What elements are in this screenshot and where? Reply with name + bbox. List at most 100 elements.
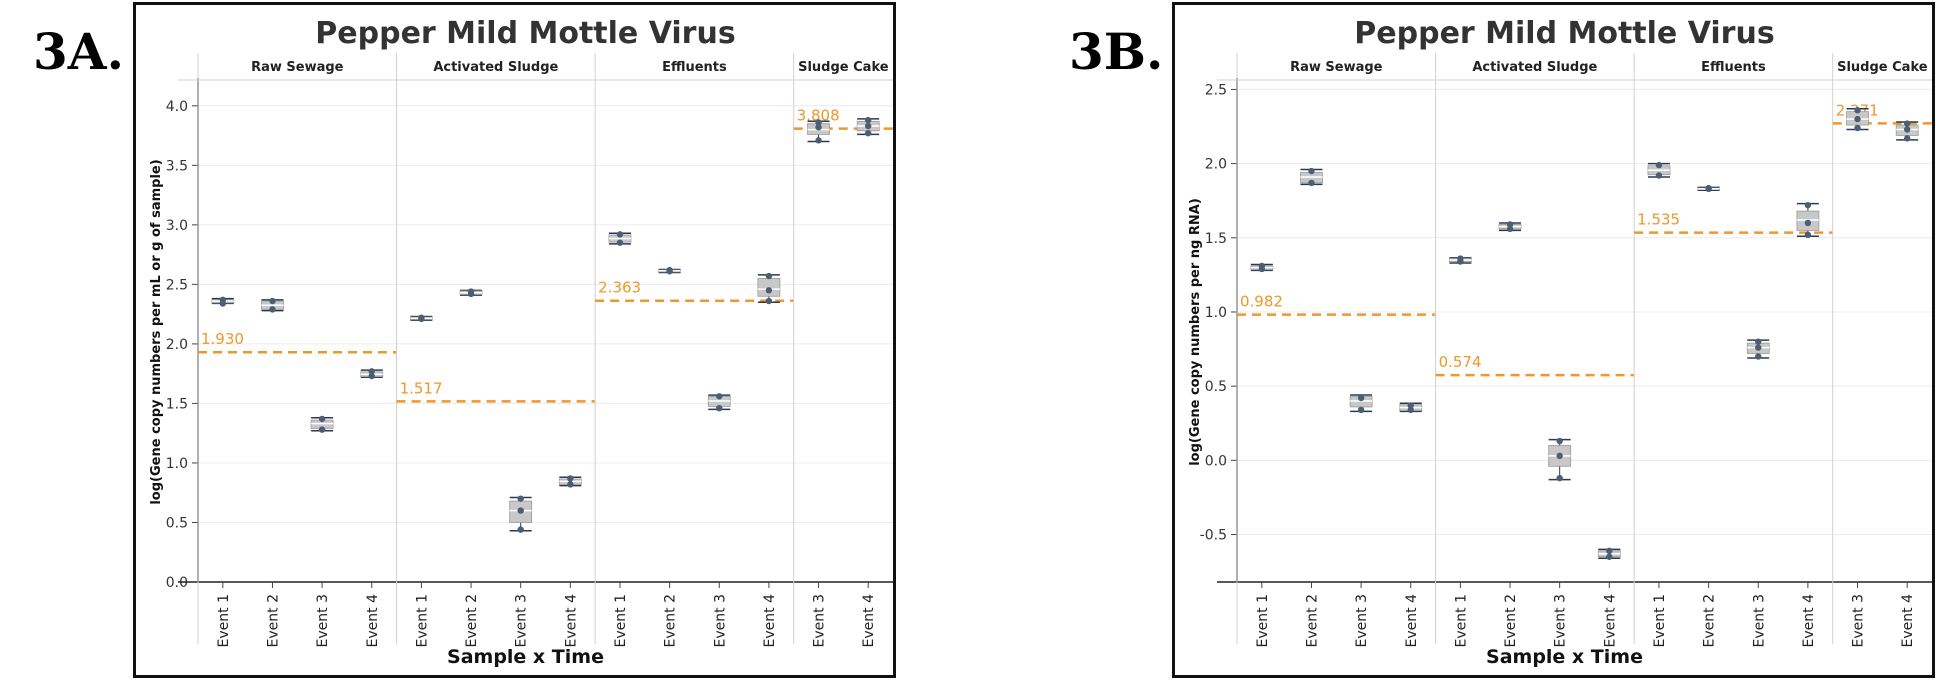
data-point — [567, 481, 574, 488]
y-tick-label: 2.5 — [1205, 82, 1227, 98]
x-tick-label: Event 1 — [1652, 594, 1668, 647]
data-point — [1506, 221, 1514, 228]
data-point — [1854, 124, 1861, 132]
y-tick-label: -0.5 — [1200, 528, 1227, 544]
data-point — [269, 297, 276, 305]
y-tick-label: 0.5 — [166, 515, 188, 531]
chart-3a: Pepper Mild Mottle Virus 0.0 0.5 1.0 1.5 2.0 2… — [149, 16, 893, 668]
y-tick-label: 3.5 — [166, 158, 188, 174]
data-point — [1755, 353, 1762, 360]
y-tick-label: 1.5 — [166, 396, 188, 412]
chart-frame-3a: Pepper Mild Mottle Virus 0.0 0.5 1.0 1.5 2.0 2… — [133, 2, 896, 678]
data-point — [1506, 225, 1514, 233]
data-point — [1903, 120, 1911, 127]
data-point — [765, 297, 773, 305]
data-point — [1804, 219, 1812, 227]
x-tick-label: Event 3 — [1354, 594, 1370, 647]
reference-label: 1.930 — [201, 330, 244, 348]
data-point — [1804, 231, 1812, 239]
reference-label: 1.535 — [1637, 211, 1680, 229]
facet-header: Sludge Cake — [1837, 60, 1928, 75]
x-tick-label: Event 4 — [762, 594, 778, 648]
x-tick-label: Event 1 — [613, 594, 629, 647]
data-point — [616, 239, 624, 246]
y-tick-label: 1.0 — [166, 456, 188, 472]
x-tick-label: Event 3 — [315, 594, 331, 647]
data-point — [716, 404, 723, 412]
y-tick-label: 2.0 — [166, 337, 188, 353]
x-tick-label: Event 1 — [1453, 594, 1469, 647]
x-tick-label: Event 1 — [216, 594, 232, 647]
data-point — [815, 137, 822, 144]
y-tick-label: 2.5 — [166, 277, 188, 293]
data-point — [368, 372, 375, 380]
data-point — [1556, 437, 1563, 445]
x-tick-label: Event 3 — [1851, 594, 1867, 647]
chart-frame-3b: Pepper Mild Mottle Virus -0.5 0.0 0.5 1.0 1.5… — [1172, 2, 1935, 678]
data-point — [219, 296, 227, 304]
chart-title: Pepper Mild Mottle Virus — [315, 16, 735, 51]
x-tick-label: Event 2 — [464, 594, 480, 647]
y-tick-label: 0.0 — [166, 575, 188, 591]
data-point — [1854, 106, 1861, 114]
facet-header: Activated Sludge — [433, 60, 558, 75]
y-axis-label: log(Gene copy numbers per ng RNA) — [1188, 198, 1203, 466]
reference-label: 2.363 — [598, 279, 641, 297]
panel-label-3a: 3A. — [33, 22, 124, 81]
data-point — [467, 288, 475, 295]
x-tick-label: Event 4 — [1404, 594, 1420, 648]
data-point — [269, 306, 276, 313]
x-tick-label: Event 1 — [414, 594, 430, 647]
data-point — [616, 231, 624, 238]
data-point — [517, 507, 524, 514]
x-tick-label: Event 3 — [1751, 594, 1767, 647]
x-tick-label: Event 4 — [1801, 594, 1817, 648]
data-point — [1407, 406, 1414, 414]
x-tick-label: Event 2 — [663, 594, 679, 647]
data-point — [1755, 338, 1762, 345]
data-point — [864, 122, 872, 130]
data-point — [318, 415, 326, 423]
x-tick-label: Event 3 — [514, 594, 530, 647]
facet-header: Effluents — [662, 60, 727, 75]
data-point — [1903, 135, 1911, 142]
data-point — [1357, 406, 1365, 414]
x-tick-label: Event 3 — [712, 594, 728, 647]
x-axis-label: Sample x Time — [1486, 646, 1643, 668]
data-point — [815, 119, 822, 126]
data-point — [1258, 262, 1266, 270]
panel-label-3b: 3B. — [1069, 22, 1164, 81]
data-point — [1457, 255, 1464, 262]
data-point — [368, 368, 375, 375]
data-point — [567, 475, 574, 482]
data-point — [517, 495, 524, 502]
y-tick-label: 3.0 — [166, 218, 188, 234]
x-tick-label: Event 1 — [1255, 594, 1271, 647]
data-point — [1903, 126, 1911, 133]
data-point — [517, 526, 524, 533]
data-point — [1606, 547, 1613, 555]
x-tick-label: Event 2 — [1702, 594, 1718, 647]
x-tick-label: Event 4 — [563, 594, 579, 648]
data-point — [864, 129, 872, 137]
data-point — [318, 426, 326, 433]
facet-header: Activated Sludge — [1472, 60, 1597, 75]
reference-label: 1.517 — [400, 379, 443, 397]
reference-label: 3.808 — [797, 107, 840, 125]
data-point — [1606, 553, 1613, 560]
data-point — [1308, 179, 1315, 187]
y-tick-label: 0.5 — [1205, 379, 1227, 395]
facet-header: Effluents — [1701, 60, 1766, 75]
x-tick-label: Event 4 — [861, 594, 877, 648]
data-point — [418, 314, 425, 321]
y-tick-label: 1.0 — [1205, 305, 1227, 321]
data-point — [1804, 201, 1812, 209]
y-axis-label: log(Gene copy numbers per mL or g of sam… — [149, 159, 164, 504]
y-tick-label: 0.0 — [1205, 453, 1227, 469]
data-point — [1357, 394, 1365, 402]
data-point — [1556, 474, 1563, 482]
facet-header: Raw Sewage — [251, 60, 344, 75]
x-tick-label: Event 4 — [1900, 594, 1916, 648]
y-tick-label: 4.0 — [166, 99, 188, 115]
data-point — [1655, 161, 1663, 169]
